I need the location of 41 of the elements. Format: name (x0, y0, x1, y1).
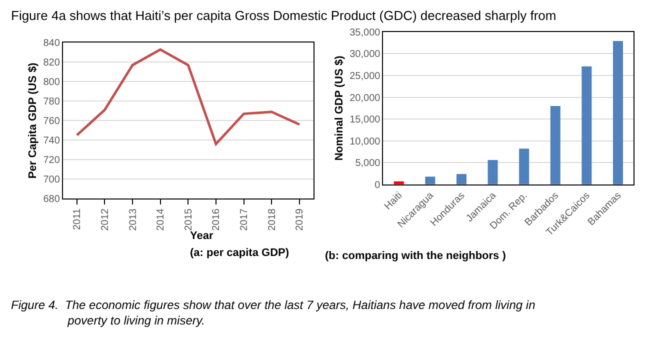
x-tick-label: 2017 (239, 208, 250, 231)
bar (488, 160, 498, 184)
bar (582, 66, 592, 184)
y-axis-title: Nominal GDP (US $) (333, 55, 346, 161)
y-tick-label: 35,000 (350, 27, 381, 38)
y-tick-label: 720 (43, 155, 60, 166)
caption: Figure 4a shows that Haiti’s per capita Gross Domestic Product (GDC) decreased sharply from (11, 8, 556, 23)
x-tick-label: 2011 (72, 208, 84, 230)
x-axis-title: Year (190, 230, 214, 242)
y-tick-label: 680 (43, 194, 60, 206)
x-tick-label: 2012 (100, 208, 111, 231)
y-tick-label: 0 (374, 180, 381, 191)
y-tick-label: 700 (43, 174, 60, 186)
x-tick-label: 2014 (156, 208, 167, 231)
y-tick-label: 740 (43, 136, 60, 147)
y-tick-label: 25,000 (350, 70, 381, 82)
y-tick-label: 780 (43, 96, 60, 108)
y-axis-title: Per Capita GDP (US $) (26, 62, 39, 179)
x-tick-label: 2016 (211, 208, 222, 231)
bar (612, 41, 623, 184)
y-tick-label: 15,000 (350, 114, 381, 126)
x-tick-label: 2018 (266, 208, 278, 231)
text: (b: comparing with the neighbors ) (325, 250, 506, 262)
y-tick-label: 20,000 (350, 92, 381, 104)
x-tick-label: 2015 (183, 208, 194, 231)
y-tick-label: 30,000 (350, 49, 381, 60)
y-tick-label: 10,000 (350, 136, 381, 148)
bar (550, 106, 560, 184)
y-tick-label: 840 (43, 38, 60, 50)
bar (456, 174, 466, 184)
text: (a: per capita GDP) (190, 247, 290, 259)
caption: Figure 4. The economic figures show that over the last 7 years, Haitians have moved from living in poverty to living in misery. (11, 298, 536, 328)
y-tick-label: 800 (43, 77, 60, 88)
x-tick-label: 2013 (128, 208, 139, 231)
x-tick-label: 2019 (294, 208, 306, 231)
bar (519, 148, 530, 184)
bar (425, 176, 436, 184)
line-series (76, 48, 301, 146)
y-tick-label: 5,000 (355, 158, 381, 170)
y-tick-label: 760 (43, 116, 60, 128)
y-tick-label: 820 (43, 58, 60, 69)
